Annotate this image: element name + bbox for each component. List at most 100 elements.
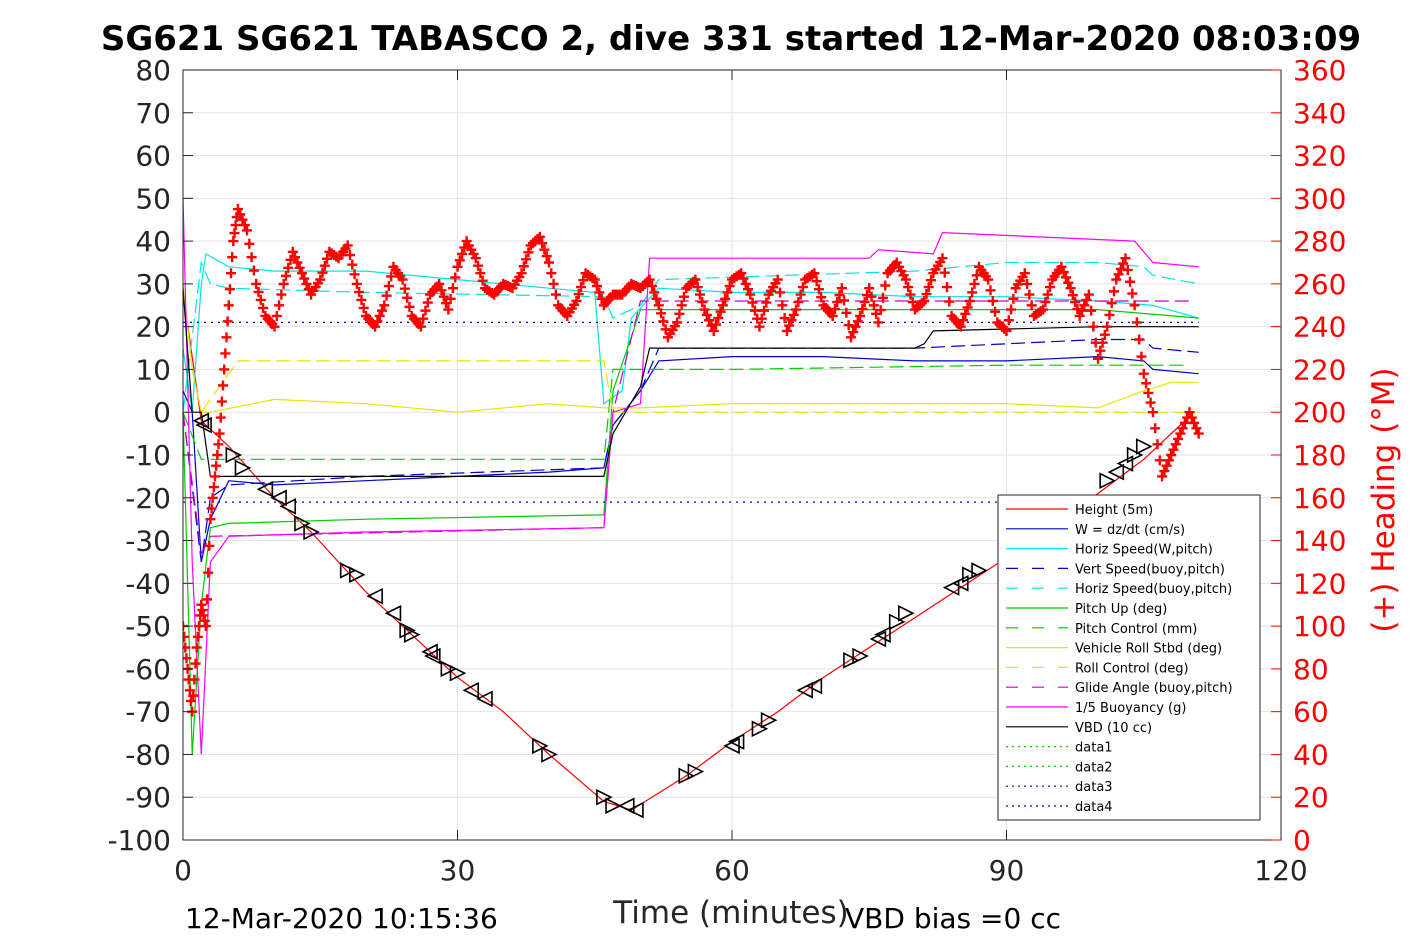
- heading-marker: [383, 281, 394, 292]
- heading-marker: [1102, 321, 1113, 332]
- heading-marker: [1179, 417, 1190, 428]
- heading-marker: [251, 278, 262, 289]
- right-tick-label: 20: [1293, 781, 1329, 814]
- series-horiz-speed-w-pitch: [183, 252, 1199, 413]
- heading-marker: [539, 244, 550, 255]
- legend-label: Roll Control (deg): [1075, 661, 1189, 676]
- right-tick-label: 360: [1293, 54, 1346, 87]
- heading-marker: [299, 273, 310, 284]
- heading-marker: [777, 300, 788, 311]
- heading-marker: [188, 690, 199, 701]
- y-tick-label: -20: [125, 482, 171, 515]
- heading-marker: [969, 278, 980, 289]
- heading-marker: [1157, 471, 1168, 482]
- heading-marker: [192, 631, 203, 642]
- heading-marker: [651, 293, 662, 304]
- heading-marker: [344, 250, 355, 261]
- heading-marker: [447, 283, 458, 294]
- triangle-marker: [951, 575, 969, 592]
- triangle-marker: [541, 746, 558, 763]
- heading-marker: [1093, 353, 1103, 364]
- heading-marker: [227, 252, 238, 263]
- legend-label: Vert Speed(buoy,pitch): [1075, 562, 1225, 577]
- heading-marker: [649, 287, 660, 298]
- triangle-marker: [596, 788, 613, 806]
- heading-marker: [1150, 423, 1161, 434]
- right-tick-label: 340: [1293, 97, 1346, 130]
- heading-marker: [292, 257, 303, 268]
- series-layer: [183, 198, 1204, 819]
- heading-marker: [521, 254, 532, 265]
- heading-marker: [736, 268, 747, 279]
- heading-marker: [214, 428, 225, 439]
- triangle-marker: [532, 737, 549, 755]
- heading-marker: [855, 310, 866, 321]
- heading-marker: [967, 287, 978, 298]
- heading-marker: [793, 297, 804, 308]
- heading-marker: [271, 310, 282, 321]
- tick-marks: [182, 69, 1282, 841]
- heading-marker: [873, 317, 884, 328]
- heading-marker: [1127, 288, 1138, 299]
- heading-marker: [813, 284, 824, 295]
- heading-marker: [1088, 321, 1099, 332]
- x-tick-label: 30: [440, 854, 476, 887]
- series-pitch-control-mm: [183, 364, 1190, 460]
- x-axis-label: Time (minutes): [612, 895, 848, 931]
- heading-marker: [183, 631, 190, 642]
- heading-marker: [283, 262, 294, 273]
- y-tick-label: 20: [135, 311, 171, 344]
- y-tick-label: 0: [153, 396, 171, 429]
- heading-marker: [990, 306, 1001, 317]
- heading-marker: [420, 305, 431, 316]
- heading-marker: [1168, 444, 1179, 455]
- heading-marker: [296, 268, 307, 279]
- heading-marker: [386, 271, 397, 282]
- heading-marker: [1170, 439, 1181, 450]
- heading-marker: [210, 471, 221, 482]
- series-w-dz-dt-cm-s: [183, 355, 1199, 563]
- right-tick-label: 60: [1293, 696, 1329, 729]
- right-tick-label: 260: [1293, 268, 1346, 301]
- triangle-marker: [339, 562, 357, 579]
- heading-marker: [370, 321, 381, 332]
- x-tick-label: 90: [989, 854, 1025, 887]
- heading-marker: [205, 514, 216, 525]
- heading-marker: [1159, 466, 1170, 477]
- heading-marker: [280, 270, 291, 281]
- triangle-marker: [192, 412, 210, 430]
- triangle-marker: [898, 604, 915, 622]
- heading-marker: [1143, 387, 1154, 398]
- heading-marker: [1022, 278, 1033, 289]
- heading-marker: [852, 316, 863, 327]
- right-tick-label: 240: [1293, 311, 1346, 344]
- heading-marker: [784, 320, 795, 331]
- x-tick-label: 60: [714, 854, 750, 887]
- triangle-marker: [349, 566, 366, 584]
- heading-marker: [829, 304, 840, 315]
- heading-marker: [761, 297, 772, 308]
- heading-marker: [1152, 439, 1163, 450]
- heading-marker: [1086, 305, 1097, 316]
- heading-marker: [290, 252, 301, 263]
- heading-marker: [248, 265, 259, 276]
- heading-marker: [1154, 455, 1165, 466]
- heading-marker: [470, 253, 481, 264]
- heading-marker: [208, 482, 219, 493]
- heading-marker: [646, 281, 657, 292]
- right-tick-label: 280: [1293, 225, 1346, 258]
- heading-marker: [937, 253, 948, 264]
- triangle-marker: [399, 622, 416, 639]
- triangle-marker: [874, 626, 891, 643]
- heading-marker: [740, 278, 751, 289]
- heading-marker: [418, 313, 429, 324]
- heading-marker: [274, 300, 285, 311]
- triangle-marker: [617, 797, 635, 815]
- heading-marker: [962, 302, 973, 313]
- heading-marker: [184, 685, 195, 696]
- heading-marker: [399, 283, 410, 294]
- heading-marker: [186, 695, 197, 706]
- legend-label: W = dz/dt (cm/s): [1075, 523, 1185, 538]
- heading-marker: [1040, 297, 1051, 308]
- heading-marker: [653, 300, 664, 311]
